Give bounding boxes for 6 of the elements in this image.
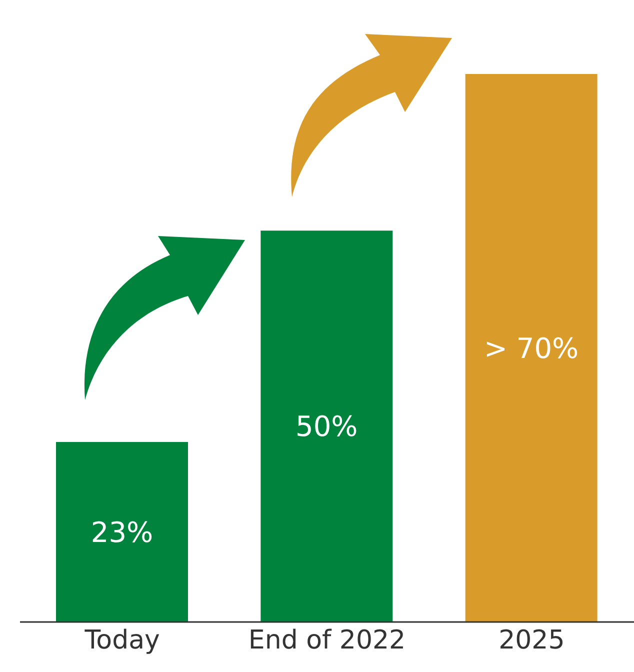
x-tick-label: Today bbox=[84, 625, 160, 656]
x-tick-label: End of 2022 bbox=[248, 625, 406, 656]
data-label: 23% bbox=[90, 516, 154, 549]
data-label: 50% bbox=[296, 410, 358, 444]
x-tick-label: 2025 bbox=[498, 625, 565, 656]
data-label: > 70% bbox=[484, 332, 579, 365]
